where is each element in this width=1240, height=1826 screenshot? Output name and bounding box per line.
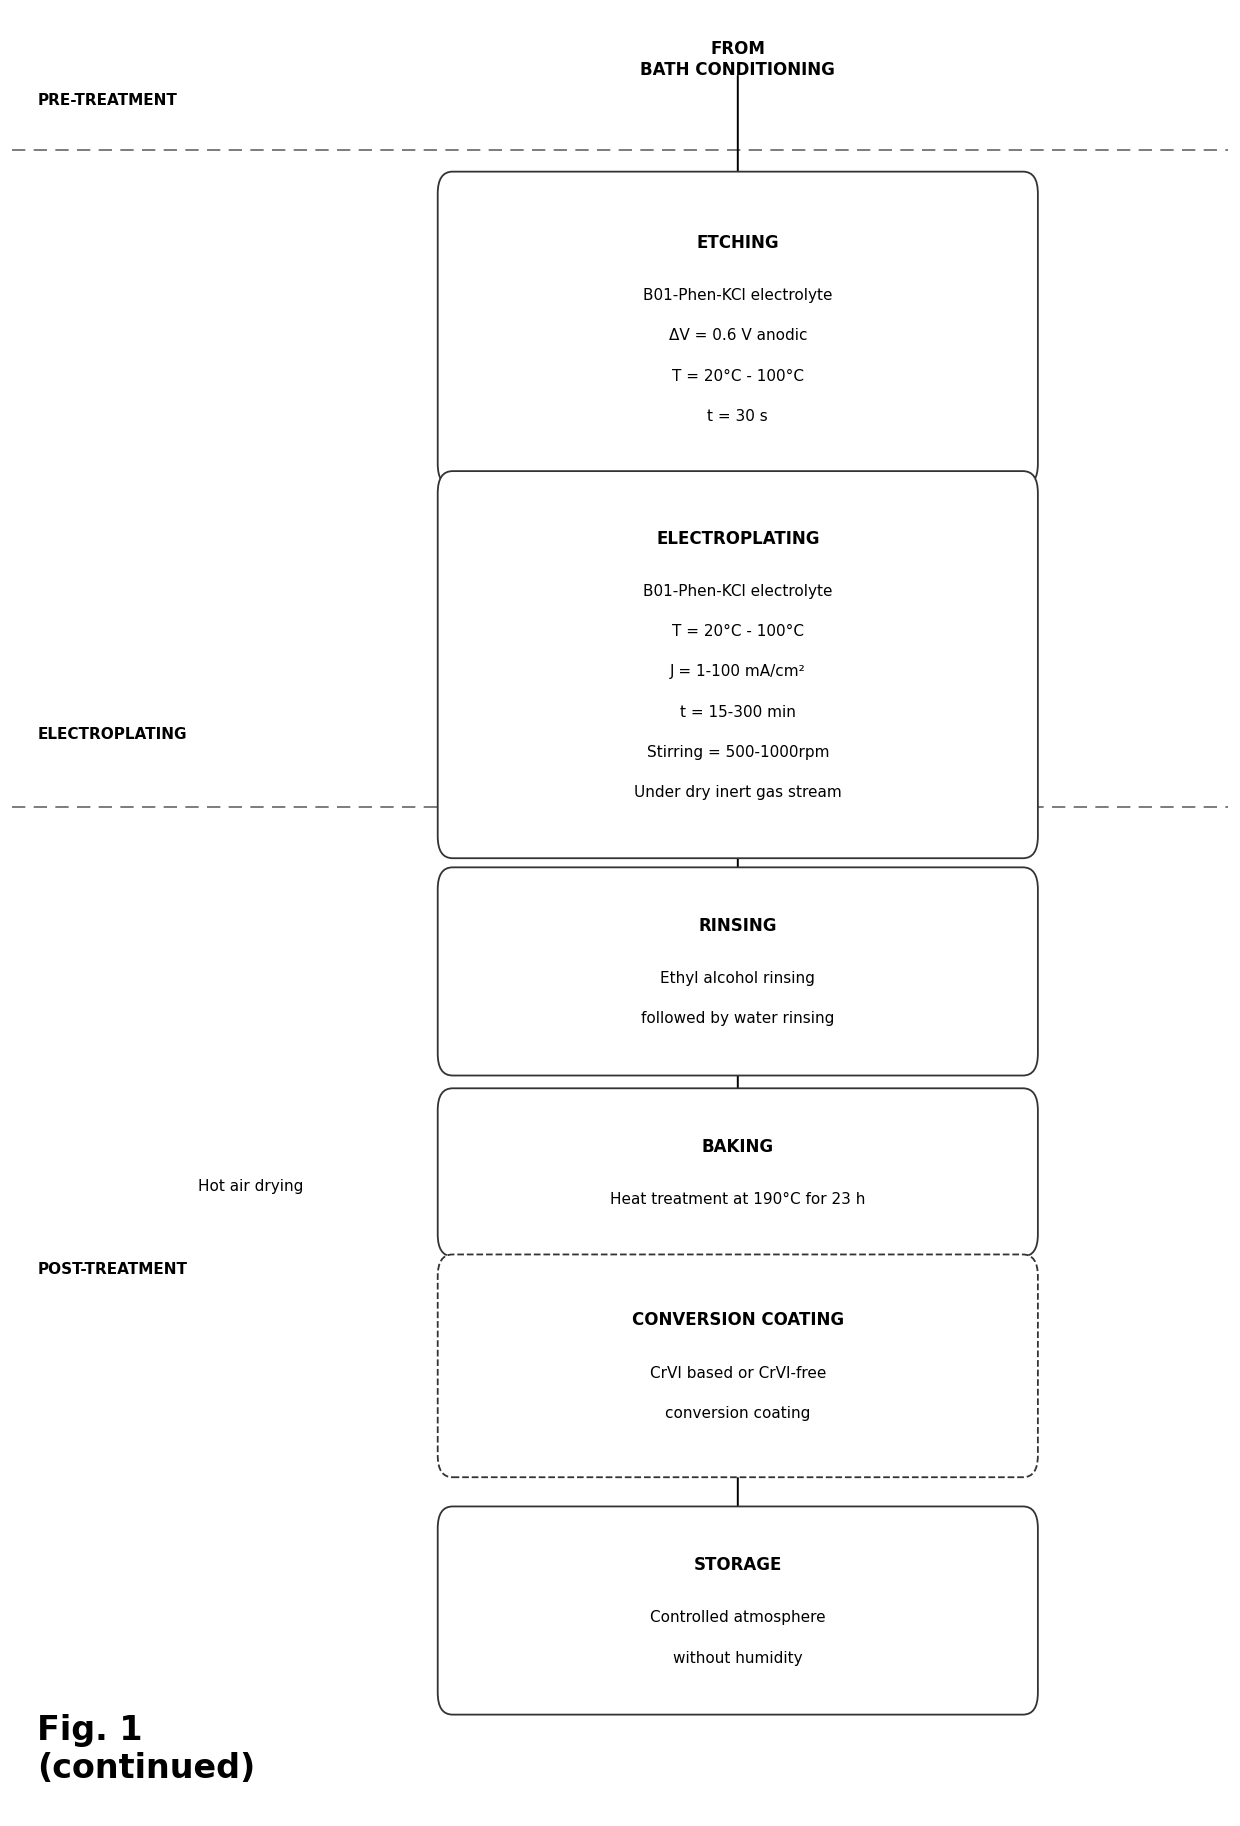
Text: Controlled atmosphere: Controlled atmosphere (650, 1611, 826, 1625)
Text: CrVI based or CrVI-free: CrVI based or CrVI-free (650, 1366, 826, 1380)
Text: J = 1-100 mA/cm²: J = 1-100 mA/cm² (670, 665, 806, 679)
Text: t = 15-300 min: t = 15-300 min (680, 705, 796, 719)
Text: B01-Phen-KCl electrolyte: B01-Phen-KCl electrolyte (644, 584, 832, 599)
Text: Stirring = 500-1000rpm: Stirring = 500-1000rpm (646, 745, 830, 760)
Text: STORAGE: STORAGE (693, 1556, 782, 1574)
Text: ΔV = 0.6 V anodic: ΔV = 0.6 V anodic (668, 329, 807, 343)
Text: B01-Phen-KCl electrolyte: B01-Phen-KCl electrolyte (644, 289, 832, 303)
Text: t = 30 s: t = 30 s (708, 409, 768, 424)
FancyBboxPatch shape (438, 1254, 1038, 1477)
Text: FROM
BATH CONDITIONING: FROM BATH CONDITIONING (640, 40, 836, 79)
Text: RINSING: RINSING (698, 917, 777, 935)
Text: ELECTROPLATING: ELECTROPLATING (37, 727, 187, 741)
Text: ETCHING: ETCHING (697, 234, 779, 252)
Text: POST-TREATMENT: POST-TREATMENT (37, 1262, 187, 1276)
Text: Under dry inert gas stream: Under dry inert gas stream (634, 785, 842, 800)
FancyBboxPatch shape (438, 867, 1038, 1076)
Text: Hot air drying: Hot air drying (198, 1180, 304, 1194)
Text: followed by water rinsing: followed by water rinsing (641, 1012, 835, 1026)
Text: BAKING: BAKING (702, 1138, 774, 1156)
FancyBboxPatch shape (438, 471, 1038, 858)
Text: conversion coating: conversion coating (665, 1406, 811, 1421)
FancyBboxPatch shape (438, 172, 1038, 486)
Text: Ethyl alcohol rinsing: Ethyl alcohol rinsing (661, 971, 815, 986)
FancyBboxPatch shape (438, 1088, 1038, 1256)
Text: PRE-TREATMENT: PRE-TREATMENT (37, 93, 177, 108)
Text: Heat treatment at 190°C for 23 h: Heat treatment at 190°C for 23 h (610, 1192, 866, 1207)
Text: ELECTROPLATING: ELECTROPLATING (656, 530, 820, 548)
Text: T = 20°C - 100°C: T = 20°C - 100°C (672, 369, 804, 383)
Text: Fig. 1
(continued): Fig. 1 (continued) (37, 1715, 255, 1784)
Text: CONVERSION COATING: CONVERSION COATING (631, 1311, 844, 1329)
FancyBboxPatch shape (438, 1506, 1038, 1715)
Text: T = 20°C - 100°C: T = 20°C - 100°C (672, 624, 804, 639)
Text: without humidity: without humidity (673, 1651, 802, 1665)
